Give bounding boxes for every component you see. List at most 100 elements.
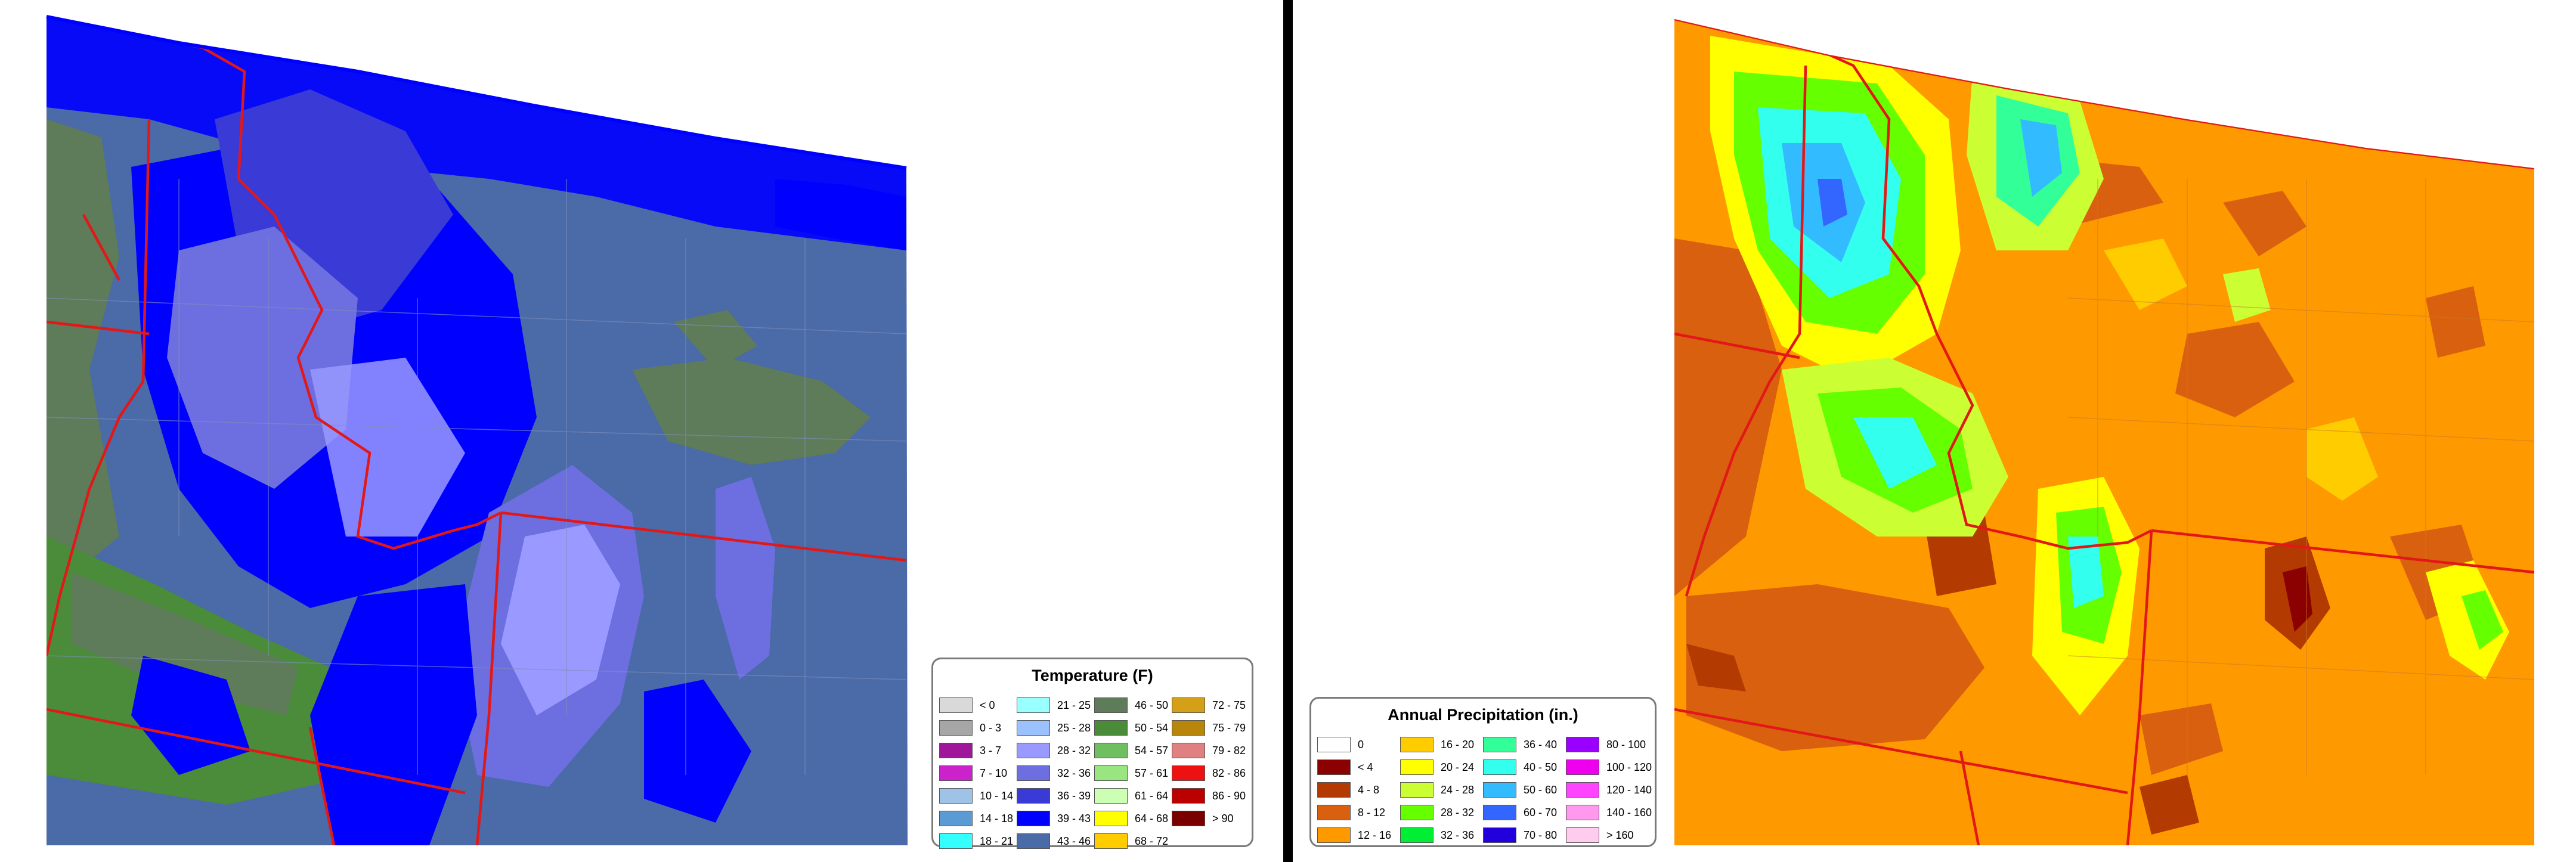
legend-label: 8 - 12 [1358,806,1386,818]
legend-item: > 90 [1172,807,1249,830]
legend-item: 60 - 70 [1483,801,1566,824]
legend-item: 36 - 39 [1017,785,1094,807]
legend-item: 86 - 90 [1172,785,1249,807]
legend-label: 140 - 160 [1606,806,1652,818]
temperature-legend: Temperature (F) < 0 0 - 3 3 - 7 7 - 10 1… [931,658,1253,849]
legend-label: > 160 [1606,829,1634,841]
legend-swatch [1094,788,1128,804]
legend-swatch [1317,759,1351,775]
legend-swatch [939,765,973,781]
legend-item: 43 - 46 [1017,830,1094,852]
legend-label: > 90 [1212,812,1234,824]
legend-label: 57 - 61 [1135,767,1169,779]
legend-item: 3 - 7 [939,739,1017,762]
legend-item: 57 - 61 [1094,762,1172,785]
legend-label: 14 - 18 [980,812,1014,824]
legend-item: 140 - 160 [1566,801,1652,824]
legend-swatch [939,811,973,826]
legend-item: 39 - 43 [1017,807,1094,830]
legend-label: 70 - 80 [1524,829,1558,841]
legend-item: 10 - 14 [939,785,1017,807]
legend-swatch [1094,697,1128,713]
legend-swatch [1172,788,1205,804]
legend-label: 4 - 8 [1358,783,1380,796]
legend-item: < 4 [1317,756,1400,779]
legend-label: 64 - 68 [1135,812,1169,824]
legend-swatch [1172,743,1205,758]
legend-swatch [1094,765,1128,781]
legend-swatch [1483,827,1516,843]
legend-label: 50 - 60 [1524,783,1558,796]
legend-item: 50 - 54 [1094,717,1172,739]
legend-swatch [939,743,973,758]
legend-item: < 0 [939,694,1017,717]
legend-item: 46 - 50 [1094,694,1172,717]
legend-swatch [1566,737,1599,752]
legend-label: 86 - 90 [1212,789,1246,802]
legend-swatch [1172,697,1205,713]
legend-swatch [1400,805,1433,820]
legend-item: 120 - 140 [1566,779,1652,801]
legend-item: 79 - 82 [1172,739,1249,762]
legend-swatch [1400,737,1433,752]
legend-item: 28 - 32 [1400,801,1483,824]
legend-label: 12 - 16 [1358,829,1392,841]
legend-item: 72 - 75 [1172,694,1249,717]
legend-item: 100 - 120 [1566,756,1652,779]
legend-swatch [1400,782,1433,798]
legend-swatch [1094,743,1128,758]
legend-item: 61 - 64 [1094,785,1172,807]
legend-swatch [939,697,973,713]
legend-swatch [1566,827,1599,843]
legend-item: 25 - 28 [1017,717,1094,739]
legend-item: 16 - 20 [1400,733,1483,756]
legend-label: 20 - 24 [1441,761,1475,773]
legend-swatch [1017,833,1050,849]
legend-swatch [1094,833,1128,849]
legend-item: 40 - 50 [1483,756,1566,779]
legend-item: 80 - 100 [1566,733,1649,756]
legend-label: 54 - 57 [1135,744,1169,756]
legend-item: 75 - 79 [1172,717,1249,739]
legend-swatch [1483,759,1516,775]
legend-swatch [1400,827,1433,843]
legend-item: 32 - 36 [1400,824,1483,847]
legend-item: 0 [1317,733,1400,756]
legend-item: 12 - 16 [1317,824,1400,847]
legend-item: 36 - 40 [1483,733,1566,756]
panel-divider [1283,0,1293,862]
legend-swatch [1172,720,1205,736]
legend-label: 75 - 79 [1212,721,1246,734]
legend-swatch [1566,805,1599,820]
legend-swatch [1017,765,1050,781]
legend-label: 40 - 50 [1524,761,1558,773]
legend-item: 7 - 10 [939,762,1017,785]
temperature-map [46,15,908,845]
legend-item: 0 - 3 [939,717,1017,739]
legend-item: 8 - 12 [1317,801,1400,824]
legend-label: 79 - 82 [1212,744,1246,756]
legend-swatch [1566,759,1599,775]
legend-label: 82 - 86 [1212,767,1246,779]
legend-label: 25 - 28 [1057,721,1091,734]
legend-label: 28 - 32 [1441,806,1475,818]
legend-label: 72 - 75 [1212,699,1246,711]
legend-label: 61 - 64 [1135,789,1169,802]
legend-item: 28 - 32 [1017,739,1094,762]
legend-label: 28 - 32 [1057,744,1091,756]
legend-swatch [1017,788,1050,804]
legend-item: 18 - 21 [939,830,1017,852]
legend-label: 10 - 14 [980,789,1014,802]
legend-label: 36 - 40 [1524,738,1558,751]
legend-swatch [1483,805,1516,820]
legend-swatch [1566,782,1599,798]
legend-swatch [1017,720,1050,736]
legend-grid: 0 < 4 4 - 8 8 - 12 12 - 16 16 - 20 20 - … [1317,733,1652,847]
legend-item: 24 - 28 [1400,779,1483,801]
legend-label: < 4 [1358,761,1373,773]
legend-item: 82 - 86 [1172,762,1249,785]
legend-label: 0 [1358,738,1364,751]
legend-title: Temperature (F) [1032,666,1153,684]
legend-label: 32 - 36 [1057,767,1091,779]
legend-swatch [1094,720,1128,736]
